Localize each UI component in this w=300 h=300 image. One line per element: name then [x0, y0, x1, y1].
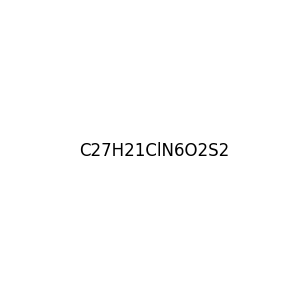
Text: C27H21ClN6O2S2: C27H21ClN6O2S2 — [79, 142, 229, 160]
